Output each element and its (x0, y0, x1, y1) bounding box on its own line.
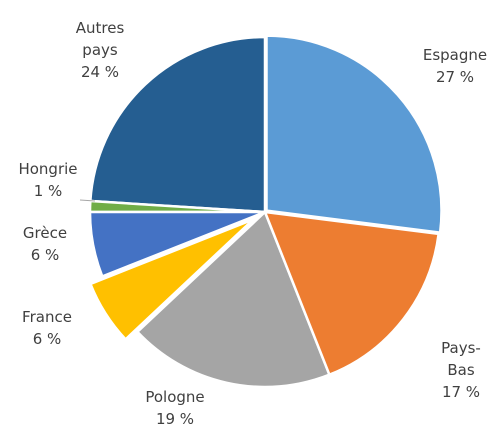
data-label: France 6 % (2, 306, 92, 350)
data-label: Hongrie 1 % (3, 158, 93, 202)
value-label: 6 % (32, 330, 62, 348)
value-label: 17 % (441, 383, 481, 401)
data-label: Pologne 19 % (130, 386, 220, 430)
data-label: Grèce 6 % (0, 222, 90, 266)
category-label: Espagne (422, 46, 488, 64)
pie-slice (88, 218, 255, 342)
pie-slice (89, 35, 267, 214)
value-label: 19 % (155, 410, 195, 428)
pie-slice (263, 210, 441, 377)
category-label: Grèce (22, 224, 68, 242)
pie-slice (265, 34, 443, 235)
data-label: Espagne 27 % (410, 44, 491, 88)
value-label: 24 % (80, 63, 120, 81)
category-label: Autres pays (75, 19, 125, 59)
value-label: 1 % (33, 182, 63, 200)
category-label: Pays-Bas (441, 339, 481, 379)
category-label: France (22, 308, 72, 326)
data-label: Pays-Bas 17 % (439, 337, 484, 403)
value-label: 27 % (435, 68, 475, 86)
value-label: 6 % (30, 246, 60, 264)
category-label: Hongrie (18, 160, 78, 178)
pie-slice (88, 210, 266, 279)
category-label: Pologne (145, 388, 205, 406)
data-label: Autres pays 24 % (70, 17, 130, 83)
leader-line (79, 199, 96, 202)
